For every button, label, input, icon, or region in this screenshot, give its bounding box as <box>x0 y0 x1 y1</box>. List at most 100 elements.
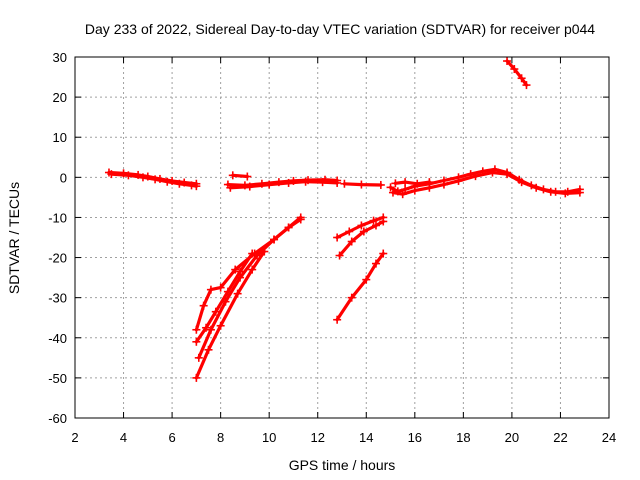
data-point <box>347 293 356 302</box>
data-point <box>243 172 252 181</box>
chart-title: Day 233 of 2022, Sidereal Day-to-day VTE… <box>85 21 595 37</box>
data-point <box>228 171 237 180</box>
x-tick-label: 10 <box>262 430 276 445</box>
data-point <box>413 179 422 188</box>
series-arc-4 <box>226 177 342 192</box>
data-point <box>517 74 526 83</box>
data-point <box>488 168 497 177</box>
data-point <box>301 177 310 186</box>
data-point <box>138 173 147 182</box>
x-tick-label: 14 <box>359 430 373 445</box>
data-point <box>211 307 220 316</box>
data-point <box>124 171 133 180</box>
series-arc-10 <box>503 57 531 90</box>
data-point <box>388 188 397 197</box>
data-point <box>199 301 208 310</box>
x-tick-label: 8 <box>217 430 224 445</box>
x-tick-label: 24 <box>602 430 616 445</box>
series-arc-15 <box>333 213 388 242</box>
data-point <box>231 265 240 274</box>
data-point <box>340 179 349 188</box>
x-axis-label: GPS time / hours <box>289 457 396 473</box>
data-point <box>471 172 480 181</box>
x-tick-label: 16 <box>408 430 422 445</box>
data-point <box>362 275 371 284</box>
series-arc-9 <box>391 178 434 188</box>
data-point <box>561 189 570 198</box>
data-point <box>401 178 410 187</box>
data-point <box>221 297 230 306</box>
data-point <box>503 170 512 179</box>
data-point <box>233 289 242 298</box>
data-point <box>522 81 531 90</box>
data-point <box>379 217 388 226</box>
data-point <box>369 216 378 225</box>
data-point <box>345 227 354 236</box>
series-line <box>393 180 431 186</box>
data-point <box>546 187 555 196</box>
y-tick-label: -60 <box>48 411 67 426</box>
data-point <box>391 179 400 188</box>
data-point <box>206 325 215 334</box>
data-point <box>216 321 225 330</box>
series-arc-6 <box>340 179 385 189</box>
y-tick-label: -30 <box>48 291 67 306</box>
series-line <box>194 249 266 380</box>
data-point <box>398 190 407 199</box>
data-point <box>335 251 344 260</box>
x-tick-label: 12 <box>310 430 324 445</box>
data-point <box>216 283 225 292</box>
y-tick-label: -40 <box>48 331 67 346</box>
data-point <box>206 285 215 294</box>
data-point <box>248 249 257 258</box>
data-point <box>357 221 366 230</box>
grid <box>75 57 609 418</box>
data-point <box>376 180 385 189</box>
data-point <box>517 178 526 187</box>
series-line <box>194 251 254 344</box>
data-point <box>333 233 342 242</box>
data-series <box>104 57 584 382</box>
data-point <box>357 180 366 189</box>
x-tick-label: 6 <box>168 430 175 445</box>
series-arc-16 <box>335 217 388 260</box>
series-arc-14 <box>194 215 305 362</box>
data-point <box>347 237 356 246</box>
data-point <box>410 186 419 195</box>
data-point <box>379 249 388 258</box>
x-tick-label: 4 <box>120 430 127 445</box>
data-point <box>245 182 254 191</box>
y-tick-label: -50 <box>48 371 67 386</box>
data-point <box>226 183 235 192</box>
x-tick-label: 20 <box>505 430 519 445</box>
data-point <box>454 176 463 185</box>
x-tick-label: 2 <box>71 430 78 445</box>
data-point <box>296 215 305 224</box>
x-tick-label: 18 <box>456 430 470 445</box>
series-line <box>505 59 529 87</box>
series-arc-8 <box>388 168 584 199</box>
axis-ticks: 2 4 6 8 10 12 14 16 18 20 22 24-60-50-40-30-20-1001… <box>48 50 616 445</box>
data-point <box>107 170 116 179</box>
data-point <box>175 179 184 188</box>
series-line <box>197 217 303 360</box>
data-point <box>265 180 274 189</box>
data-point <box>386 183 395 192</box>
data-point <box>253 251 262 260</box>
data-point <box>532 183 541 192</box>
series-arc-2 <box>107 170 201 191</box>
data-point <box>333 315 342 324</box>
data-point <box>371 221 380 230</box>
data-point <box>333 178 342 187</box>
y-tick-label: 0 <box>60 170 67 185</box>
data-point <box>202 323 211 332</box>
data-point <box>236 273 245 282</box>
data-point <box>248 265 257 274</box>
data-point <box>284 178 293 187</box>
y-tick-label: -10 <box>48 210 67 225</box>
data-point <box>204 345 213 354</box>
data-point <box>163 177 172 186</box>
data-point <box>503 57 512 66</box>
data-point <box>192 325 201 334</box>
